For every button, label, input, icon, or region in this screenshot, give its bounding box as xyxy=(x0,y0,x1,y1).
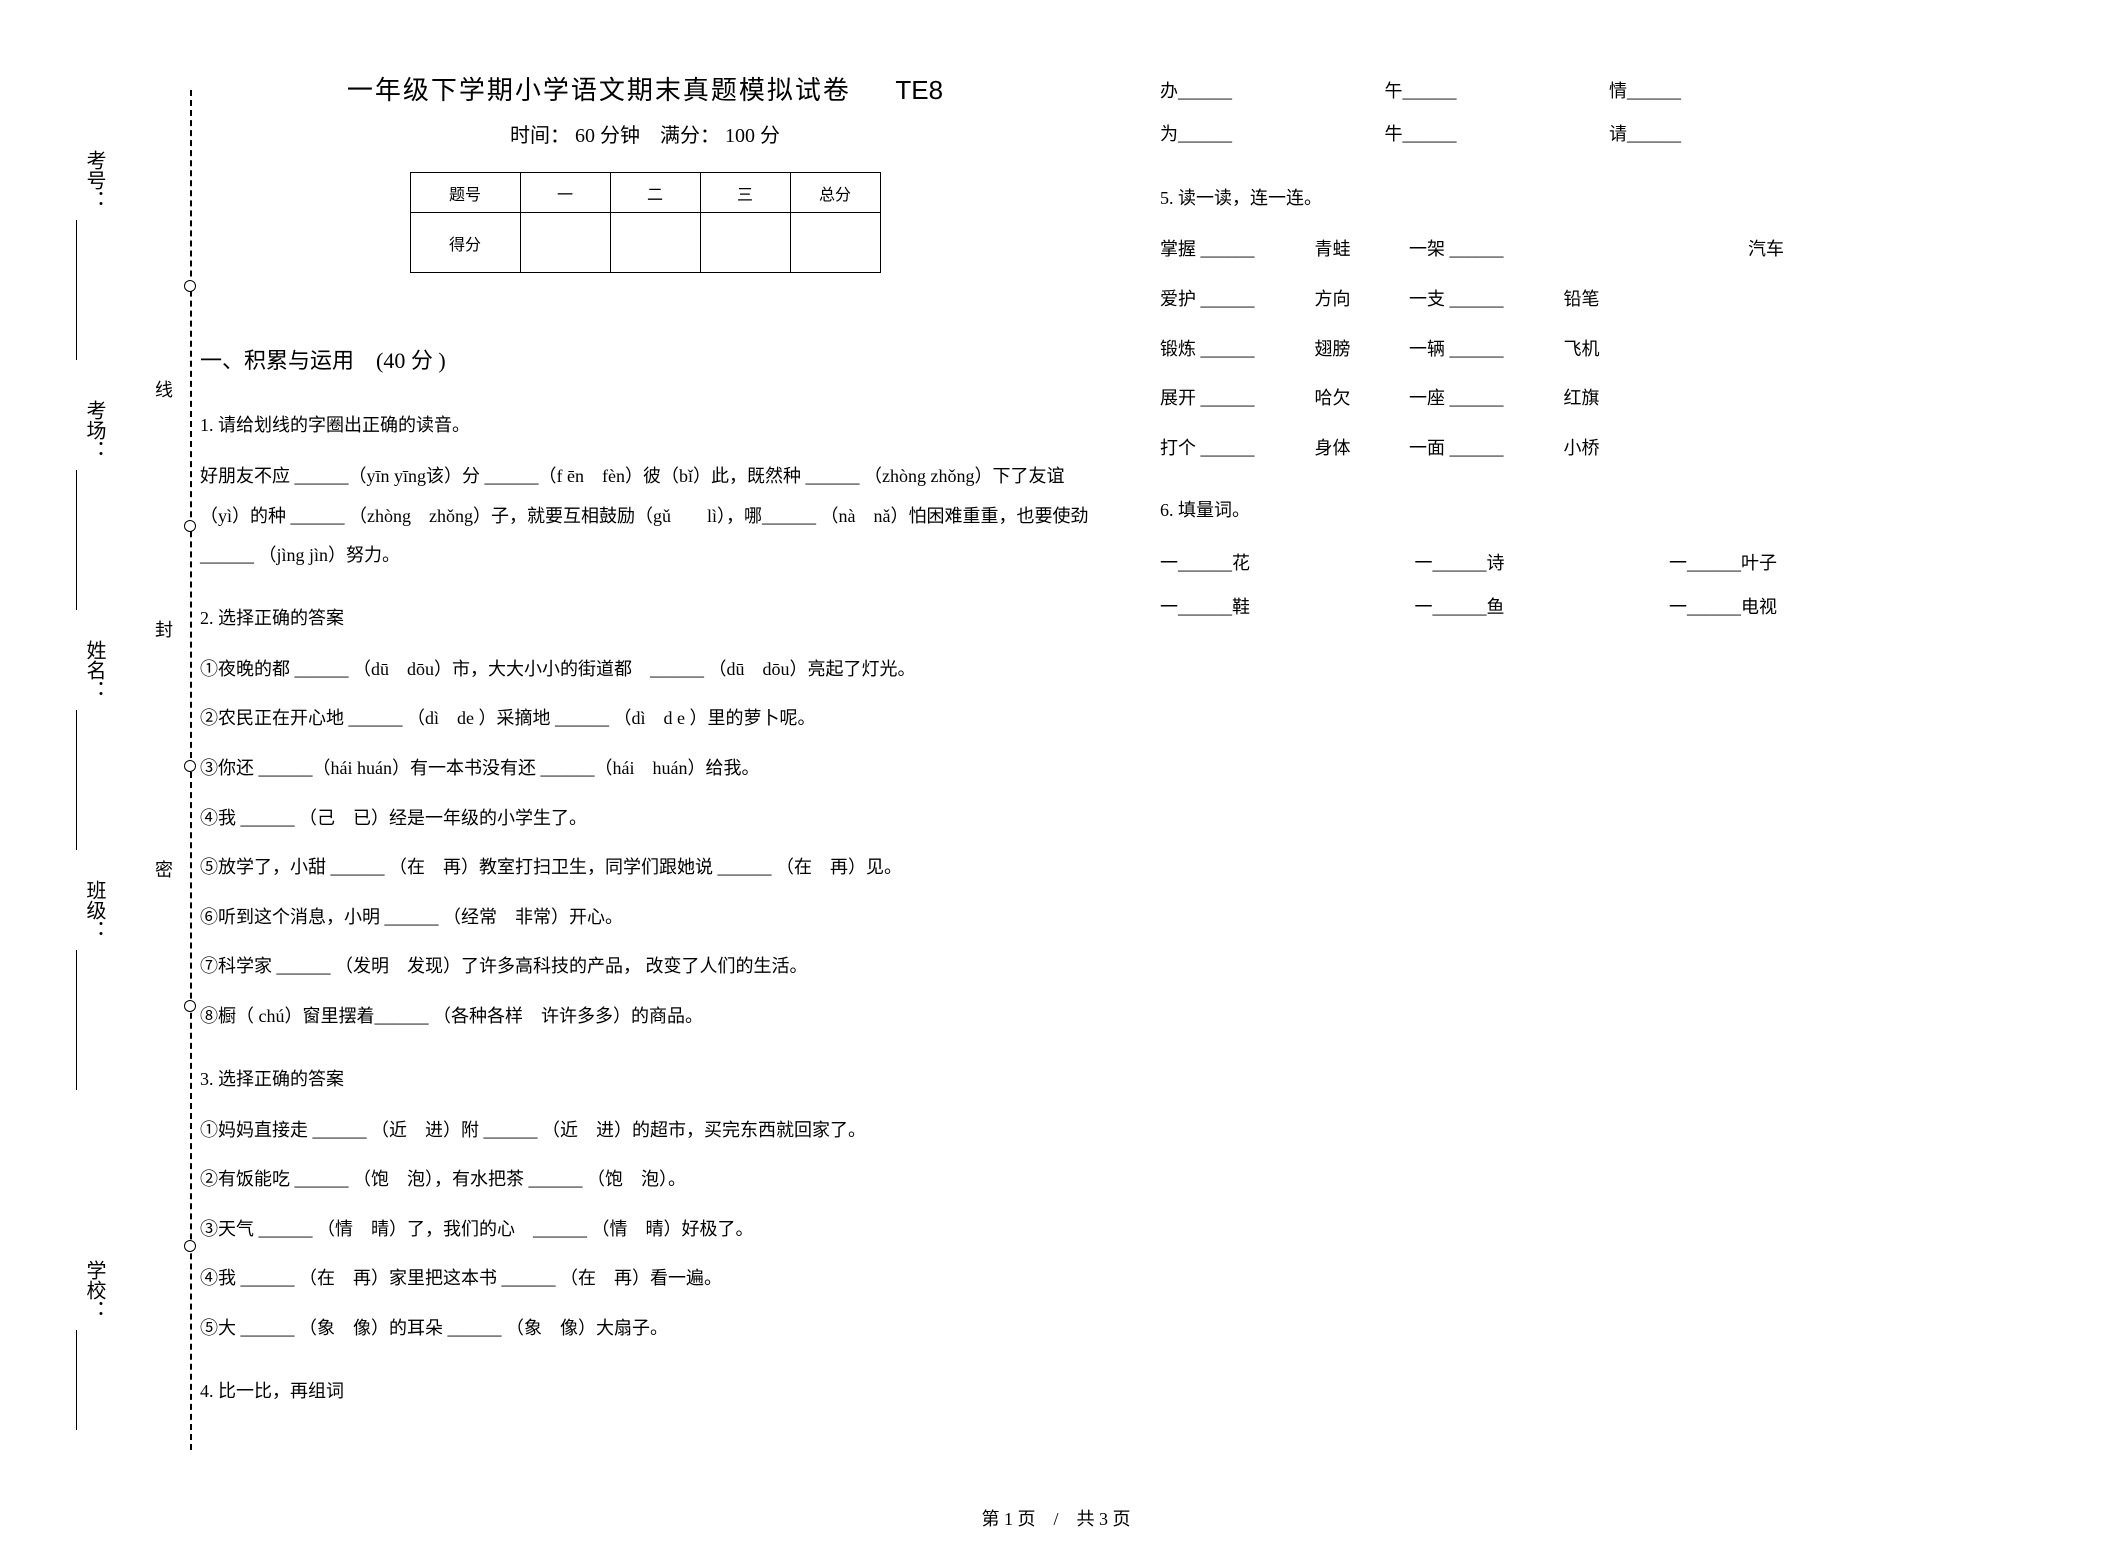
margin-underline xyxy=(76,1330,77,1430)
question-line: ⑥听到这个消息，小明 ______ （经常 非常）开心。 xyxy=(200,898,1090,938)
match-cell: 铅笔 xyxy=(1564,280,1654,320)
match-row: 掌握 ______ 青蛙 一架 ______ 汽车 xyxy=(1160,230,2050,270)
compare-item: 牛______ xyxy=(1385,113,1605,156)
question-line: ②有饭能吃 ______ （饱 泡），有水把茶 ______ （饱 泡）。 xyxy=(200,1160,1090,1200)
question-line: ①妈妈直接走 ______ （近 进）附 ______ （近 进）的超市，买完东… xyxy=(200,1111,1090,1151)
compare-row: 为______ 牛______ 请______ xyxy=(1160,113,2050,156)
question-number: 3. 选择正确的答案 xyxy=(200,1065,1090,1091)
circle-marker xyxy=(184,280,196,292)
margin-underline xyxy=(76,470,77,610)
question-number: 4. 比一比，再组词 xyxy=(200,1377,1090,1403)
question-line: ⑤放学了，小甜 ______ （在 再）教室打扫卫生，同学们跟她说 ______… xyxy=(200,848,1090,888)
measure-item: 一______电视 xyxy=(1669,586,1919,629)
seal-text: 密 xyxy=(150,860,176,892)
question-line: ⑦科学家 ______ （发明 发现）了许多高科技的产品， 改变了人们的生活。 xyxy=(200,947,1090,987)
score-cell xyxy=(520,213,610,273)
measure-item: 一______花 xyxy=(1160,542,1410,585)
section-heading: 一、积累与运用 (40 分 ) xyxy=(200,343,1090,375)
match-cell: 锻炼 ______ xyxy=(1160,330,1310,370)
match-row: 打个 ______ 身体 一面 ______ 小桥 xyxy=(1160,429,2050,469)
match-row: 展开 ______ 哈欠 一座 ______ 红旗 xyxy=(1160,379,2050,419)
question-line: ④我 ______ （在 再）家里把这本书 ______ （在 再）看一遍。 xyxy=(200,1259,1090,1299)
measure-row: 一______鞋 一______鱼 一______电视 xyxy=(1160,586,2050,629)
compare-item: 午______ xyxy=(1385,70,1605,113)
score-cell xyxy=(790,213,880,273)
circle-marker xyxy=(184,760,196,772)
score-row-label: 得分 xyxy=(410,213,520,273)
question-number: 2. 选择正确的答案 xyxy=(200,604,1090,630)
match-cell: 一辆 ______ xyxy=(1409,330,1559,370)
match-cell: 红旗 xyxy=(1564,379,1654,419)
match-cell: 一架 ______ xyxy=(1409,230,1559,270)
measure-item: 一______鞋 xyxy=(1160,586,1410,629)
compare-item: 情______ xyxy=(1609,70,1829,113)
circle-marker xyxy=(184,520,196,532)
compare-row: 办______ 午______ 情______ xyxy=(1160,70,2050,113)
question-line: ⑧橱（ chú）窗里摆着______ （各种各样 许许多多）的商品。 xyxy=(200,997,1090,1037)
measure-row: 一______花 一______诗 一______叶子 xyxy=(1160,542,2050,585)
margin-label-class: 班级： xyxy=(80,880,109,940)
question-line: ①夜晚的都 ______ （dū dōu）市，大大小小的街道都 ______ （… xyxy=(200,650,1090,690)
question-line: ②农民正在开心地 ______ （dì de ）采摘地 ______ （dì d… xyxy=(200,699,1090,739)
score-header: 三 xyxy=(700,173,790,213)
margin-label-name: 姓名： xyxy=(80,640,109,700)
match-cell: 身体 xyxy=(1315,429,1405,469)
score-header: 题号 xyxy=(410,173,520,213)
match-cell: 汽车 xyxy=(1748,230,1838,270)
score-cell xyxy=(610,213,700,273)
question-line: ⑤大 ______ （象 像）的耳朵 ______ （象 像）大扇子。 xyxy=(200,1309,1090,1349)
question-body: 好朋友不应 ______（yīn yīng该）分 ______（f ēn fèn… xyxy=(200,457,1090,576)
score-header: 总分 xyxy=(790,173,880,213)
match-row: 爱护 ______ 方向 一支 ______ 铅笔 xyxy=(1160,280,2050,320)
measure-item: 一______诗 xyxy=(1415,542,1665,585)
score-header: 二 xyxy=(610,173,700,213)
question-number: 6. 填量词。 xyxy=(1160,496,2050,522)
match-cell: 打个 ______ xyxy=(1160,429,1310,469)
match-cell: 飞机 xyxy=(1564,330,1654,370)
match-cell: 一座 ______ xyxy=(1409,379,1559,419)
question-line: ③你还 ______（hái huán）有一本书没有还 ______（hái h… xyxy=(200,749,1090,789)
margin-underline xyxy=(76,950,77,1090)
question-line: ③天气 ______ （情 晴）了，我们的心 ______ （情 晴）好极了。 xyxy=(200,1210,1090,1250)
match-cell: 翅膀 xyxy=(1315,330,1405,370)
match-cell: 展开 ______ xyxy=(1160,379,1310,419)
score-table: 题号 一 二 三 总分 得分 xyxy=(410,172,881,273)
exam-content: 一年级下学期小学语文期末真题模拟试卷 TE8 时间： 60 分钟 满分： 100… xyxy=(200,70,2050,1450)
match-cell: 爱护 ______ xyxy=(1160,280,1310,320)
score-header: 一 xyxy=(520,173,610,213)
circle-marker xyxy=(184,1240,196,1252)
exam-title: 一年级下学期小学语文期末真题模拟试卷 xyxy=(347,76,851,105)
exam-code: TE8 xyxy=(895,75,943,105)
exam-subtitle: 时间： 60 分钟 满分： 100 分 xyxy=(200,119,1090,148)
margin-label-examno: 考号： xyxy=(80,150,109,210)
compare-item: 办______ xyxy=(1160,70,1380,113)
circle-marker xyxy=(184,1000,196,1012)
match-row: 锻炼 ______ 翅膀 一辆 ______ 飞机 xyxy=(1160,330,2050,370)
compare-item: 为______ xyxy=(1160,113,1380,156)
match-cell: 小桥 xyxy=(1564,429,1654,469)
match-block: 掌握 ______ 青蛙 一架 ______ 汽车 爱护 ______ 方向 一… xyxy=(1160,230,2050,468)
match-cell: 一面 ______ xyxy=(1409,429,1559,469)
measure-item: 一______叶子 xyxy=(1669,542,1919,585)
match-cell: 青蛙 xyxy=(1315,230,1405,270)
title-block: 一年级下学期小学语文期末真题模拟试卷 TE8 xyxy=(200,70,1090,107)
page-footer: 第 1 页 / 共 3 页 xyxy=(0,1505,2112,1531)
compare-item: 请______ xyxy=(1609,113,1829,156)
margin-label-room: 考场： xyxy=(80,400,109,460)
question-number: 1. 请给划线的字圈出正确的读音。 xyxy=(200,411,1090,437)
match-cell: 一支 ______ xyxy=(1409,280,1559,320)
match-cell: 方向 xyxy=(1315,280,1405,320)
binding-margin: 考号： 考场： 姓名： 班级： 学校： 线 封 密 xyxy=(50,40,170,1440)
margin-underline xyxy=(76,220,77,360)
question-number: 5. 读一读，连一连。 xyxy=(1160,184,2050,210)
margin-underline xyxy=(76,710,77,850)
match-cell: 掌握 ______ xyxy=(1160,230,1310,270)
match-cell: 哈欠 xyxy=(1315,379,1405,419)
seal-text: 线 xyxy=(150,380,176,412)
measure-item: 一______鱼 xyxy=(1415,586,1665,629)
score-cell xyxy=(700,213,790,273)
seal-text: 封 xyxy=(150,620,176,652)
margin-label-school: 学校： xyxy=(80,1260,109,1320)
question-line: ④我 ______ （己 已）经是一年级的小学生了。 xyxy=(200,799,1090,839)
